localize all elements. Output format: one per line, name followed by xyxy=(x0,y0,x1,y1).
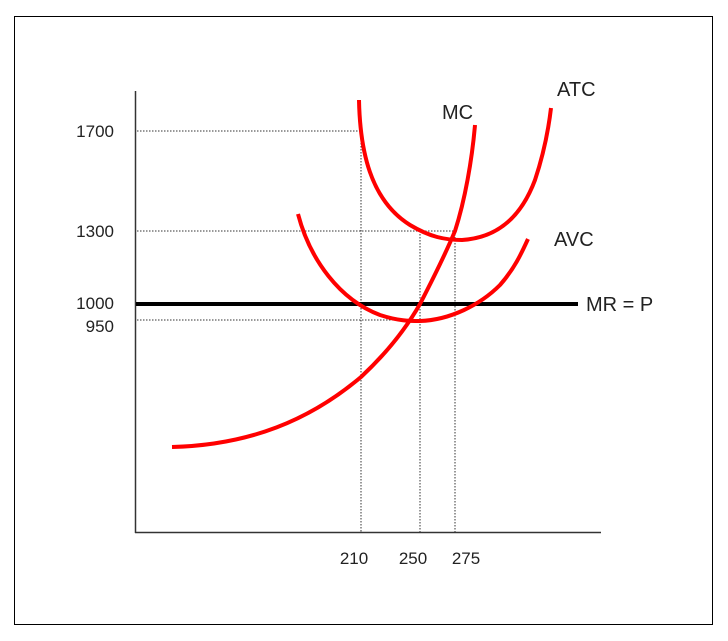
mr-p-label: MR = P xyxy=(586,294,653,316)
mc-label: MC xyxy=(442,102,473,124)
y-tick-label: 1000 xyxy=(76,294,114,313)
atc-label: ATC xyxy=(557,79,596,101)
x-tick-label: 210 xyxy=(340,549,368,568)
atc-curve xyxy=(357,99,553,243)
y-tick-label: 1700 xyxy=(76,122,114,141)
curves xyxy=(171,99,553,449)
avc-label: AVC xyxy=(554,229,594,251)
reference-lines xyxy=(137,130,456,532)
x-tick-label: 250 xyxy=(399,549,427,568)
y-tick-label: 1300 xyxy=(76,222,114,241)
y-tick-label: 950 xyxy=(86,317,114,336)
mc-curve xyxy=(171,124,477,449)
x-tick-label: 275 xyxy=(452,549,480,568)
axes xyxy=(134,91,601,534)
avc-curve xyxy=(296,213,530,324)
